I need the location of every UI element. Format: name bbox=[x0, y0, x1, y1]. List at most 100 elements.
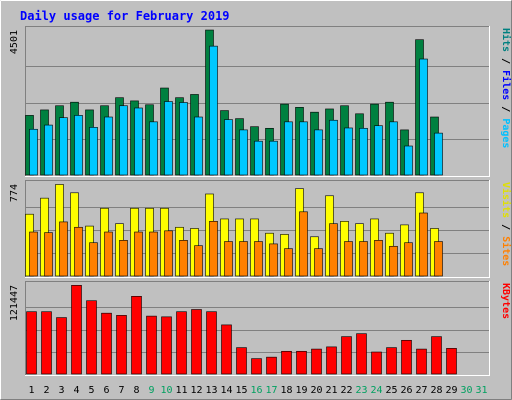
side-label-separator: / bbox=[500, 218, 511, 236]
bar-sites bbox=[104, 231, 113, 277]
bar-sites bbox=[374, 240, 383, 277]
bar-sites bbox=[59, 221, 68, 277]
x-tick-label: 2 bbox=[43, 385, 49, 396]
bar-kbytes bbox=[446, 348, 457, 375]
x-tick-label: 24 bbox=[370, 385, 382, 396]
x-tick-label: 18 bbox=[280, 385, 292, 396]
chart-title: Daily usage for February 2019 bbox=[20, 9, 230, 23]
bar-sites bbox=[254, 241, 263, 277]
bar-kbytes bbox=[296, 350, 307, 375]
bar-pages bbox=[284, 121, 293, 176]
bar-pages bbox=[299, 121, 308, 176]
x-tick-label: 5 bbox=[88, 385, 94, 396]
bar-kbytes bbox=[416, 348, 427, 375]
bar-kbytes bbox=[386, 347, 397, 375]
x-tick-label: 22 bbox=[340, 385, 352, 396]
bar-sites bbox=[329, 223, 338, 277]
bar-sites bbox=[344, 241, 353, 277]
x-tick-label: 12 bbox=[190, 385, 202, 396]
bar-kbytes bbox=[86, 300, 97, 375]
bar-kbytes bbox=[146, 315, 157, 375]
panel-side-label: Hits / Files / Pages bbox=[500, 28, 512, 148]
x-tick-label: 3 bbox=[58, 385, 64, 396]
bar-kbytes bbox=[101, 312, 112, 375]
bar-sites bbox=[419, 212, 428, 277]
bar-pages bbox=[164, 101, 173, 176]
bar-kbytes bbox=[131, 296, 142, 375]
bar-pages bbox=[404, 145, 413, 176]
bar-sites bbox=[389, 245, 398, 277]
side-label-sites: Sites bbox=[500, 236, 512, 266]
bar-pages bbox=[179, 102, 188, 176]
panel-visits-sites: 774 Visits / Sites bbox=[9, 180, 512, 278]
bar-pages bbox=[119, 105, 128, 176]
bar-pages bbox=[374, 125, 383, 176]
x-axis: 1 2 3 4 5 6 7 8 9 10 11 12 13 14 15 16 17 18 19 20 21 22 23 24 2… bbox=[28, 385, 487, 396]
side-label-pages: Pages bbox=[500, 118, 511, 148]
x-tick-label: 30 bbox=[460, 385, 472, 396]
x-tick-label: 27 bbox=[415, 385, 427, 396]
panel-pages-files-hits: 4501 Hits / Files / Pages bbox=[9, 26, 512, 177]
bar-sites bbox=[434, 241, 443, 277]
x-tick-label: 9 bbox=[148, 385, 154, 396]
bar-pages bbox=[44, 124, 53, 176]
panel-side-label: Visits / Sites bbox=[500, 182, 512, 266]
bar-kbytes bbox=[221, 324, 232, 375]
bar-pages bbox=[74, 115, 83, 176]
bar-kbytes bbox=[41, 311, 52, 375]
x-tick-label: 16 bbox=[250, 385, 262, 396]
bar-kbytes bbox=[356, 333, 367, 375]
bar-kbytes bbox=[56, 317, 67, 375]
panel-max-label: 4501 bbox=[9, 30, 20, 54]
bar-sites bbox=[194, 245, 203, 277]
x-tick-label: 1 bbox=[28, 385, 34, 396]
bar-sites bbox=[119, 240, 128, 277]
x-tick-label: 13 bbox=[205, 385, 217, 396]
bar-pages bbox=[149, 121, 158, 176]
bar-sites bbox=[284, 248, 293, 277]
panel-kbytes: 121447 KBytes bbox=[9, 281, 511, 376]
bar-pages bbox=[134, 107, 143, 176]
bar-sites bbox=[179, 240, 188, 277]
bar-sites bbox=[269, 243, 278, 277]
bar-kbytes bbox=[236, 347, 247, 375]
x-tick-label: 31 bbox=[475, 385, 487, 396]
bar-sites bbox=[404, 242, 413, 277]
x-tick-label: 25 bbox=[385, 385, 397, 396]
bar-kbytes bbox=[311, 348, 322, 375]
bar-sites bbox=[239, 241, 248, 277]
bar-pages bbox=[419, 58, 428, 176]
bar-pages bbox=[29, 128, 38, 176]
bar-pages bbox=[434, 132, 443, 176]
x-tick-label: 26 bbox=[400, 385, 412, 396]
x-tick-label: 19 bbox=[295, 385, 307, 396]
panel-max-label: 121447 bbox=[9, 285, 20, 321]
bar-kbytes bbox=[266, 356, 277, 375]
bar-sites bbox=[314, 248, 323, 277]
x-tick-label: 14 bbox=[220, 385, 232, 396]
bar-pages bbox=[194, 116, 203, 176]
bar-kbytes bbox=[206, 311, 217, 375]
x-tick-label: 6 bbox=[103, 385, 109, 396]
bar-kbytes bbox=[161, 316, 172, 375]
bar-pages bbox=[344, 127, 353, 176]
x-tick-label: 15 bbox=[235, 385, 247, 396]
x-tick-label: 17 bbox=[265, 385, 277, 396]
bar-sites bbox=[134, 231, 143, 277]
x-tick-label: 29 bbox=[445, 385, 457, 396]
bar-sites bbox=[224, 241, 233, 277]
panel-side-label: KBytes bbox=[500, 283, 511, 319]
bar-pages bbox=[209, 45, 218, 176]
bar-sites bbox=[359, 241, 368, 277]
side-label-kbytes: KBytes bbox=[500, 283, 511, 319]
x-tick-label: 8 bbox=[133, 385, 139, 396]
bar-kbytes bbox=[116, 315, 127, 375]
bar-pages bbox=[89, 127, 98, 176]
bar-sites bbox=[74, 226, 83, 277]
bar-pages bbox=[59, 117, 68, 176]
side-label-hits: Hits bbox=[500, 28, 512, 52]
bar-kbytes bbox=[176, 311, 187, 375]
bar-kbytes bbox=[26, 311, 37, 375]
